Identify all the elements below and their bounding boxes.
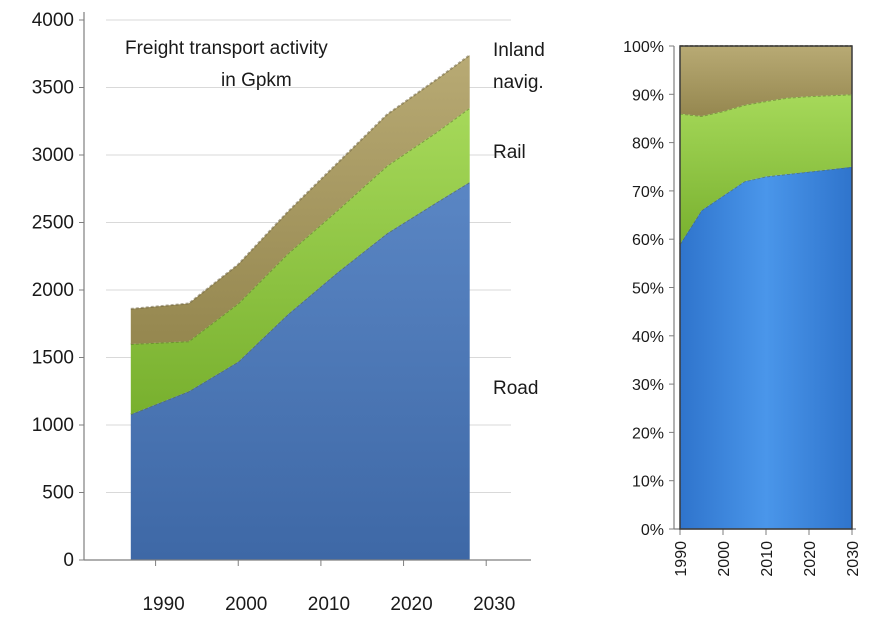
y-tick-label: 500 [42, 483, 74, 504]
y-tick-label: 20% [632, 425, 664, 442]
x-tick-label: 2000 [716, 541, 733, 577]
y-tick-label: 3500 [32, 78, 74, 99]
area-road [130, 182, 470, 560]
y-tick-label: 2000 [32, 280, 74, 301]
area-rail [130, 107, 470, 415]
right-chart-percent: 0% 10% 20% 30% 40% 50% 60% 70% 80% 90% 100% 1990 200… [623, 39, 862, 577]
area-road [680, 166, 852, 530]
y-tick-label: 10% [632, 474, 664, 491]
y-tick-label: 40% [632, 329, 664, 346]
y-tick-label: 0 [63, 550, 74, 571]
plot-frame [679, 45, 853, 530]
y-tick-label: 3000 [32, 145, 74, 166]
chart-subtitle: in Gpkm [221, 70, 292, 91]
area-rail [680, 94, 852, 244]
y-tick-label: 50% [632, 281, 664, 298]
x-tick-label: 2020 [390, 594, 432, 615]
y-tick-label: 100% [623, 39, 664, 56]
y-tick-label: 0% [641, 522, 664, 539]
x-tick-label: 2020 [802, 541, 819, 577]
x-tick-label: 2030 [845, 541, 862, 577]
label-inland-line1: Inland [493, 40, 545, 61]
y-tick-label: 4000 [32, 10, 74, 31]
x-tick-label: 2010 [308, 594, 350, 615]
y-tick-label: 1500 [32, 348, 74, 369]
label-road: Road [493, 378, 538, 399]
x-tick-label: 1990 [142, 594, 184, 615]
area-inland-navig [680, 46, 852, 116]
left-chart-absolute: 0 500 1000 1500 2000 2500 3000 3500 4000 1990 2000… [32, 10, 531, 615]
chart-title: Freight transport activity [125, 38, 328, 59]
y-tick-label: 30% [632, 377, 664, 394]
y-tick-label: 1000 [32, 415, 74, 436]
label-rail: Rail [493, 142, 526, 163]
x-tick-label: 2010 [759, 541, 776, 577]
label-inland-line2: navig. [493, 72, 544, 93]
x-tick-label: 1990 [673, 541, 690, 577]
y-tick-label: 90% [632, 87, 664, 104]
y-tick-label: 2500 [32, 213, 74, 234]
y-tick-label: 60% [632, 232, 664, 249]
x-tick-label: 2030 [473, 594, 515, 615]
y-tick-label: 70% [632, 184, 664, 201]
y-tick-label: 80% [632, 136, 664, 153]
x-tick-label: 2000 [225, 594, 267, 615]
